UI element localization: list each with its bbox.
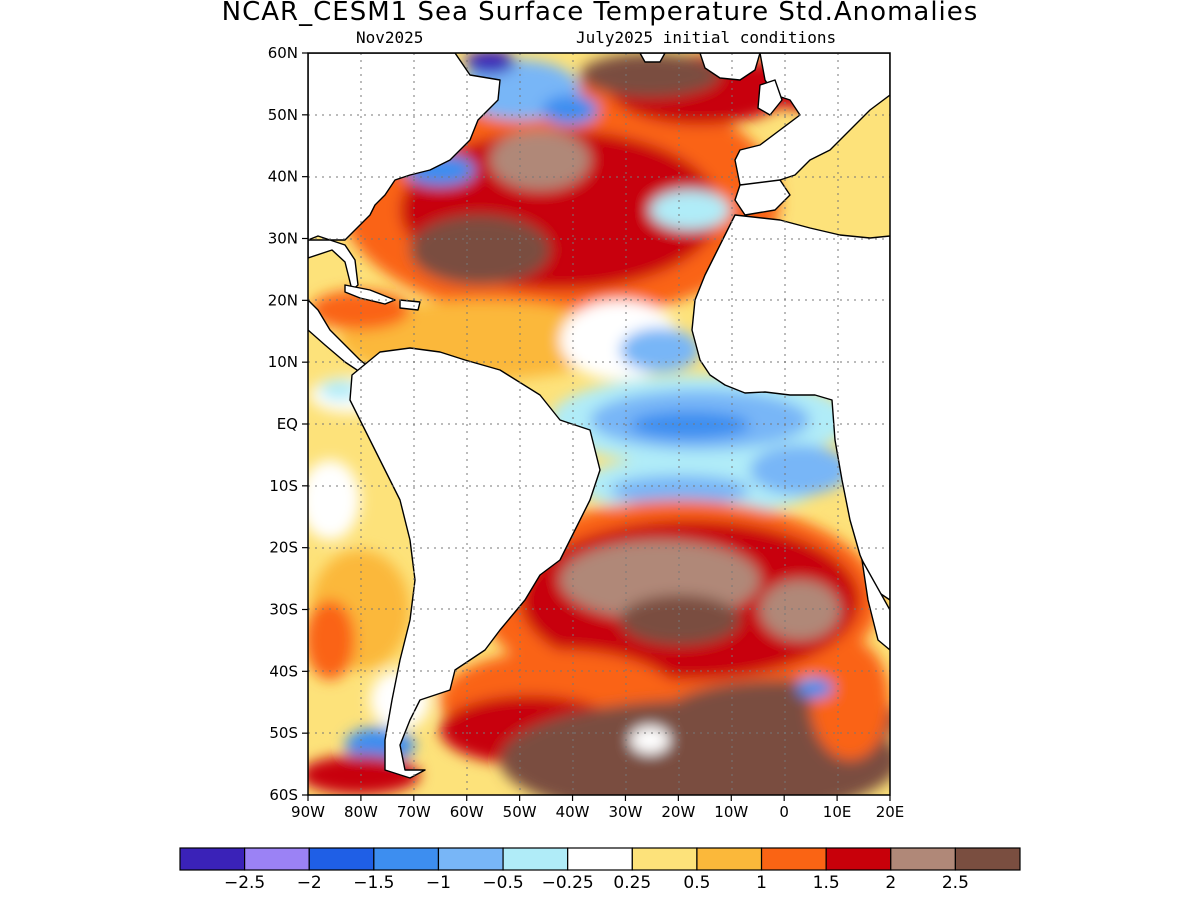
lat-tick-label: 40N xyxy=(268,168,298,186)
lat-tick-label: 60N xyxy=(268,44,298,62)
lat-tick-label: 60S xyxy=(269,786,298,804)
forecast-month-label: Nov2025 xyxy=(356,28,424,47)
colorbar-swatch xyxy=(179,847,246,871)
lat-tick-label: 20N xyxy=(268,291,298,309)
lon-tick-label: 10E xyxy=(823,803,852,821)
lon-tick-label: 20W xyxy=(661,803,695,821)
colorbar-label: 2.5 xyxy=(942,873,969,893)
colorbar-label: 0.25 xyxy=(613,873,651,893)
lat-tick-label: 30S xyxy=(269,601,298,619)
colorbar-label: −0.5 xyxy=(482,873,523,893)
lon-tick-label: 10W xyxy=(714,803,748,821)
initial-conditions-label: July2025 initial conditions xyxy=(576,28,837,47)
colorbar-label: −2.5 xyxy=(224,873,265,893)
lat-tick-label: EQ xyxy=(277,415,298,433)
colorbar-label: 1 xyxy=(756,873,767,893)
colorbar-swatch xyxy=(244,847,310,871)
lon-tick-label: 70W xyxy=(397,803,431,821)
lat-tick-label: 20S xyxy=(269,539,298,557)
colorbar-legend xyxy=(179,847,1021,871)
colorbar-label: −1.5 xyxy=(353,873,394,893)
colorbar-label: −0.25 xyxy=(542,873,594,893)
lon-tick-label: 0 xyxy=(779,803,789,821)
longitude-axis: 90W 80W 70W 60W 50W 40W 30W 20W 10W 0 10E 20E xyxy=(291,795,904,821)
chart-title: NCAR_CESM1 Sea Surface Temperature Std.A… xyxy=(221,0,979,27)
lon-tick-label: 40W xyxy=(556,803,590,821)
colorbar-label: −1 xyxy=(426,873,451,893)
colorbar-swatch xyxy=(502,847,569,871)
colorbar-swatch xyxy=(373,847,440,871)
lon-tick-label: 60W xyxy=(450,803,484,821)
colorbar-labels: −2.5 −2 −1.5 −1 −0.5 −0.25 0.25 0.5 1 1.5 2 2.5 xyxy=(224,873,969,893)
colorbar-label: −2 xyxy=(297,873,322,893)
colorbar-swatch xyxy=(696,847,763,871)
colorbar-swatch xyxy=(825,847,892,871)
map-gridlines xyxy=(308,53,890,795)
colorbar-label: 1.5 xyxy=(813,873,840,893)
lon-tick-label: 20E xyxy=(876,803,905,821)
lon-tick-label: 30W xyxy=(608,803,642,821)
sst-anomaly-field xyxy=(308,53,890,795)
colorbar-swatch xyxy=(308,847,375,871)
colorbar-swatch xyxy=(567,847,633,871)
lat-tick-label: 50N xyxy=(268,106,298,124)
lon-tick-label: 50W xyxy=(503,803,537,821)
latitude-axis: 60N 50N 40N 30N 20N 10N EQ 10S 20S 30S 40S 50S 60S xyxy=(268,44,308,804)
lat-tick-label: 30N xyxy=(268,230,298,248)
colorbar-swatch xyxy=(760,847,827,871)
lon-tick-label: 80W xyxy=(344,803,378,821)
land-masses xyxy=(308,53,890,779)
colorbar-swatch xyxy=(890,847,956,871)
colorbar-label: 2 xyxy=(885,873,896,893)
colorbar-swatch xyxy=(954,847,1021,871)
colorbar-swatch xyxy=(631,847,698,871)
lat-tick-label: 10S xyxy=(269,477,298,495)
lat-tick-label: 40S xyxy=(269,662,298,680)
colorbar-label: 0.5 xyxy=(683,873,710,893)
lat-tick-label: 50S xyxy=(269,724,298,742)
lat-tick-label: 10N xyxy=(268,353,298,371)
colorbar-swatch xyxy=(437,847,504,871)
lon-tick-label: 90W xyxy=(291,803,325,821)
